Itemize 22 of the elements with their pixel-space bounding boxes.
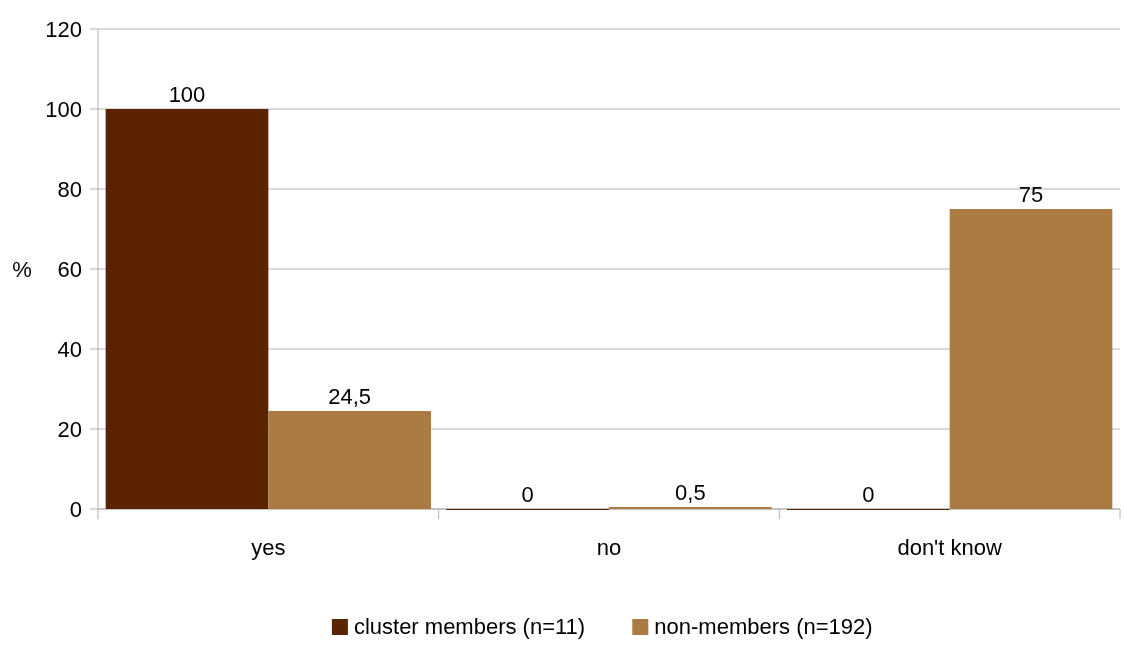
y-tick-label: 120 xyxy=(45,16,82,42)
y-tick-label: 100 xyxy=(45,96,82,122)
bar xyxy=(268,411,431,509)
y-tick-label: 20 xyxy=(57,416,82,442)
bar xyxy=(949,209,1113,509)
data-label: 0 xyxy=(862,482,875,507)
y-tick-label: 80 xyxy=(57,176,82,202)
bar xyxy=(105,109,269,509)
y-tick-label: 40 xyxy=(57,336,82,362)
data-label: 0 xyxy=(521,482,534,507)
y-axis-title: % xyxy=(12,257,32,282)
data-label: 100 xyxy=(168,82,206,107)
y-tick-label: 60 xyxy=(57,256,82,282)
data-label: 75 xyxy=(1018,182,1044,207)
x-tick-label: yes xyxy=(251,535,286,560)
x-tick-label: no xyxy=(596,535,622,560)
data-label: 0,5 xyxy=(675,480,706,505)
legend-label: cluster members (n=11) xyxy=(353,614,586,639)
y-tick-label: 0 xyxy=(69,496,82,522)
legend-label: non-members (n=192) xyxy=(654,614,873,639)
x-tick-label: don't know xyxy=(897,535,1003,560)
data-label: 24,5 xyxy=(328,384,372,409)
